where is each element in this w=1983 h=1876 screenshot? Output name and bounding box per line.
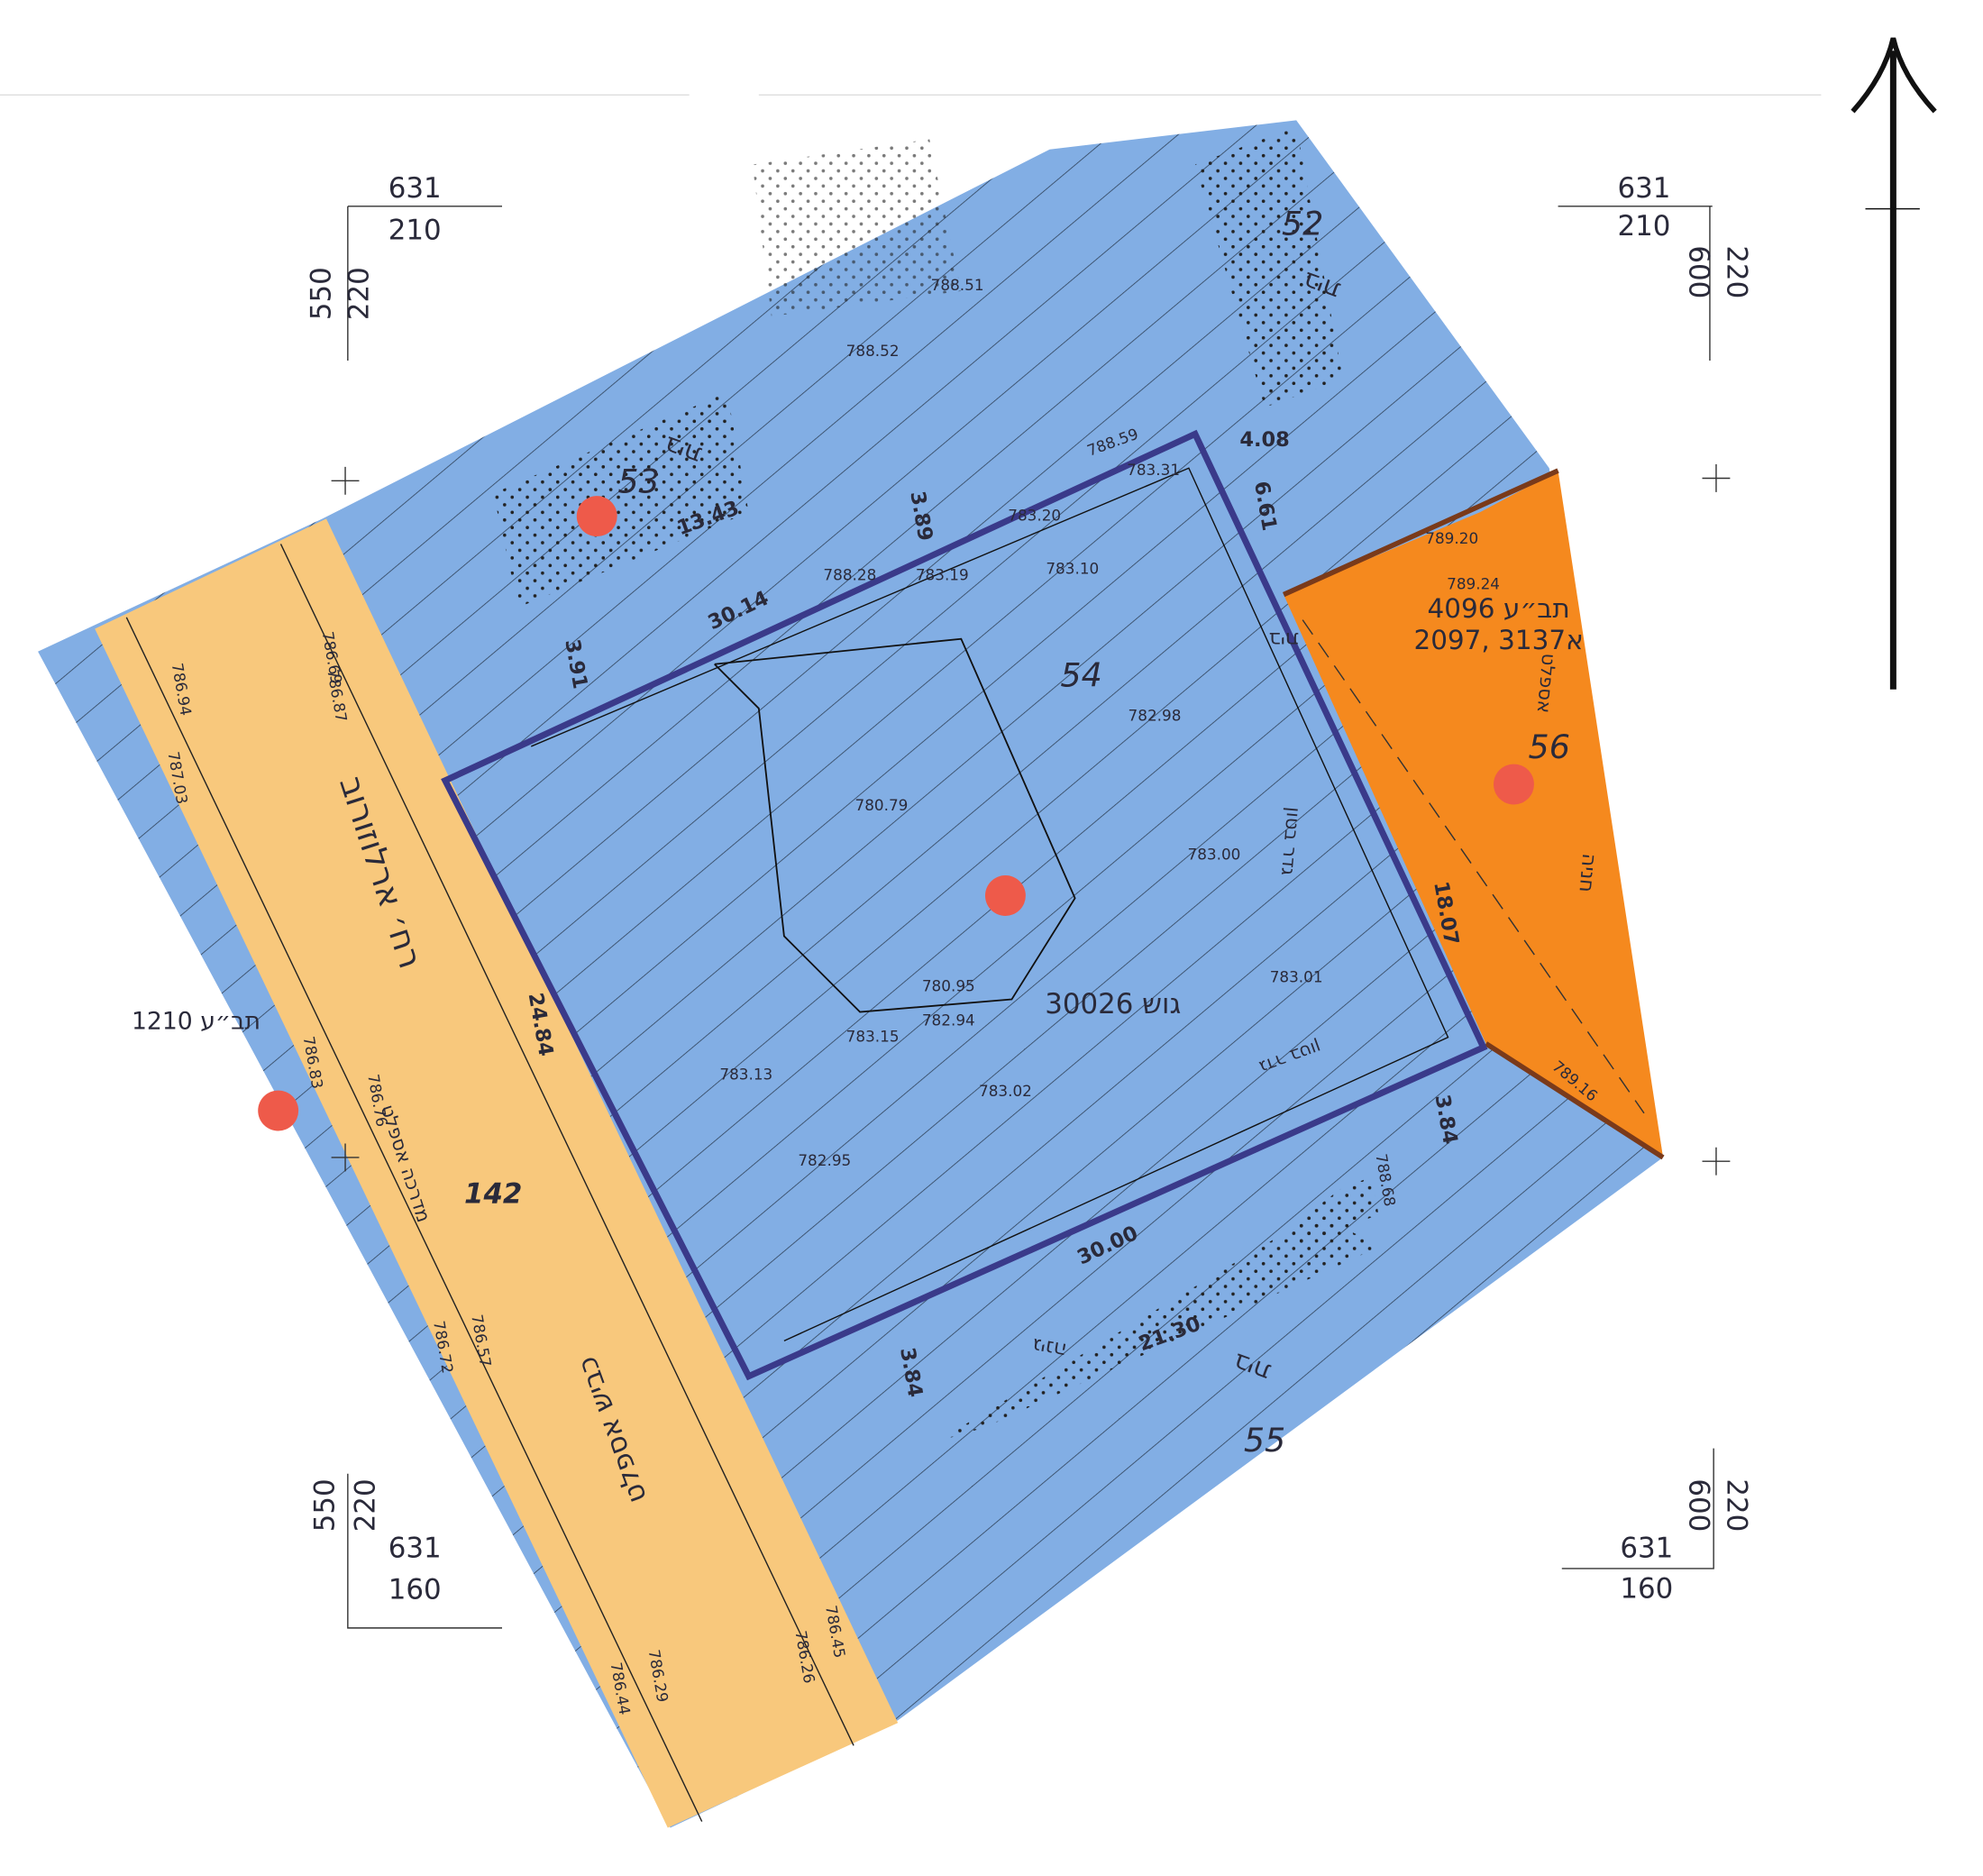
parcel-number: 53 xyxy=(617,462,659,501)
planned-line xyxy=(1302,619,1645,1114)
elevation: 789.20 xyxy=(1425,529,1478,547)
parcel-number: 55 xyxy=(1244,1421,1285,1460)
elevation: 788.51 xyxy=(931,276,984,294)
parcel-number: 142 xyxy=(464,1178,522,1211)
parcel-number: 52 xyxy=(1282,204,1323,243)
elevation: 780.95 xyxy=(922,977,975,995)
north-arrow xyxy=(1850,37,1937,690)
elevation: 783.01 xyxy=(1270,968,1323,986)
grid-side: 600 xyxy=(1682,245,1714,298)
elevation: 783.19 xyxy=(916,566,969,584)
map-label: גוש 30026 xyxy=(1045,988,1181,1020)
marker xyxy=(576,496,617,537)
map-label: אספלט xyxy=(1533,653,1561,714)
grid-side: 220 xyxy=(349,1478,381,1532)
grid-north: 631 xyxy=(388,1532,442,1564)
elevation: 783.00 xyxy=(1187,846,1240,864)
road xyxy=(95,518,899,1828)
parcel-boundary xyxy=(441,429,1488,1381)
grid-east: 160 xyxy=(388,1574,442,1606)
grid-east: 210 xyxy=(388,214,442,246)
house-zone xyxy=(752,139,962,316)
map-label: גינה xyxy=(1031,1333,1069,1362)
map-label: תב״ע 4096 xyxy=(1428,593,1570,624)
elevation: 783.13 xyxy=(719,1066,772,1084)
grid-side: 220 xyxy=(1721,1478,1753,1532)
house-zone xyxy=(936,1214,1382,1442)
elevation: 788.52 xyxy=(846,342,900,360)
grid-side: 550 xyxy=(308,1478,341,1532)
map-label: 2097, 3137א xyxy=(1413,625,1583,655)
grid-side: 600 xyxy=(1682,1478,1714,1532)
elevation: 783.15 xyxy=(846,1028,900,1046)
map-label: בית xyxy=(1269,627,1299,651)
marker xyxy=(258,1090,299,1131)
parcel-56 xyxy=(1284,471,1664,1158)
elevation: 782.95 xyxy=(798,1151,851,1169)
grid-north: 631 xyxy=(388,172,442,205)
parcel-edge xyxy=(1485,1041,1665,1160)
grid-east: 160 xyxy=(1620,1572,1673,1605)
elevation: 783.02 xyxy=(979,1082,1032,1100)
parcel-edge xyxy=(1282,468,1559,598)
elevation: 780.79 xyxy=(854,796,908,814)
elevation: 782.94 xyxy=(922,1011,975,1029)
map-label: חניה xyxy=(1575,853,1602,893)
parcel-number: 56 xyxy=(1529,728,1570,766)
marker xyxy=(984,875,1026,916)
house-zone xyxy=(1194,126,1344,407)
marker xyxy=(1494,764,1534,805)
elevation: 789.24 xyxy=(1447,574,1500,592)
dimension: 4.08 xyxy=(1239,428,1289,452)
grid-north: 631 xyxy=(1618,172,1671,205)
parcel-number: 54 xyxy=(1060,655,1101,694)
house-zone xyxy=(1290,1176,1379,1247)
hatching xyxy=(38,120,1664,1828)
inner-line xyxy=(531,467,1449,1342)
elevation: 783.10 xyxy=(1046,560,1099,578)
map-label: תב״ע 1210 xyxy=(132,1007,260,1035)
elevation: 783.20 xyxy=(1008,507,1061,525)
road-edge xyxy=(279,544,854,1746)
building-outline xyxy=(714,637,1076,1013)
elevation: 788.28 xyxy=(823,566,876,584)
grid-side: 220 xyxy=(1721,245,1753,298)
grid-side: 220 xyxy=(343,267,375,320)
elevation: 782.98 xyxy=(1129,706,1182,724)
corner-brackets xyxy=(347,206,1714,1629)
grid-east: 210 xyxy=(1618,210,1671,243)
road-edge xyxy=(125,617,703,1822)
grid-side: 550 xyxy=(305,267,337,320)
grid-north: 631 xyxy=(1620,1532,1673,1564)
grid-crosses xyxy=(331,464,1731,1176)
house-zone xyxy=(493,392,749,608)
elevation: 783.31 xyxy=(1127,461,1180,479)
